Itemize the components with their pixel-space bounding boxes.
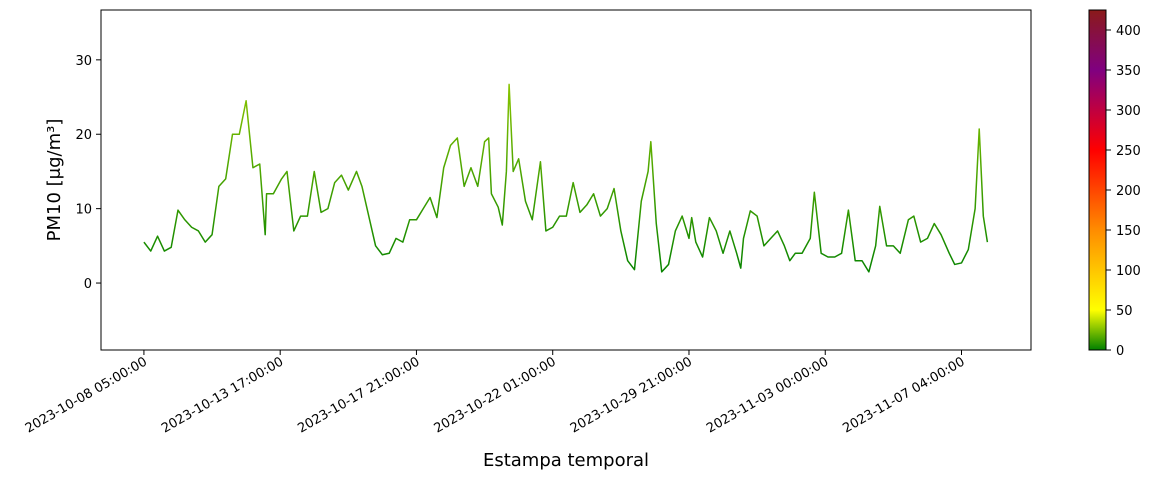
x-tick-label: 2023-10-17 21:00:00 bbox=[295, 354, 422, 436]
y-axis-label: PM10 [μg/m³] bbox=[44, 119, 65, 242]
x-tick-label: 2023-10-13 17:00:00 bbox=[159, 354, 286, 436]
y-tick-label: 0 bbox=[84, 277, 92, 292]
y-tick-label: 30 bbox=[75, 54, 92, 69]
x-tick-label: 2023-10-29 21:00:00 bbox=[568, 354, 695, 436]
colorbar-tick-label: 400 bbox=[1116, 24, 1141, 39]
x-tick-label: 2023-11-03 00:00:00 bbox=[704, 354, 831, 436]
x-tick-label: 2023-11-07 04:00:00 bbox=[840, 354, 967, 436]
x-tick-label: 2023-10-22 01:00:00 bbox=[432, 354, 559, 436]
pm10-line bbox=[143, 83, 989, 273]
colorbar-tick-label: 300 bbox=[1116, 104, 1141, 119]
colorbar-tick-label: 50 bbox=[1116, 304, 1133, 319]
colorbar bbox=[1088, 9, 1107, 351]
colorbar-tick-label: 100 bbox=[1116, 264, 1141, 279]
x-tick-label: 2023-10-08 05:00:00 bbox=[23, 354, 150, 436]
colorbar-tick-label: 200 bbox=[1116, 184, 1141, 199]
colorbar-tick-label: 250 bbox=[1116, 144, 1141, 159]
colorbar-tick-label: 150 bbox=[1116, 224, 1141, 239]
plot-frame bbox=[100, 9, 1032, 351]
colorbar-tick-label: 0 bbox=[1116, 344, 1124, 359]
colorbar-tick-label: 350 bbox=[1116, 64, 1141, 79]
x-axis-label: Estampa temporal bbox=[483, 450, 649, 471]
y-tick-label: 20 bbox=[75, 128, 92, 143]
y-tick-label: 10 bbox=[75, 203, 92, 218]
